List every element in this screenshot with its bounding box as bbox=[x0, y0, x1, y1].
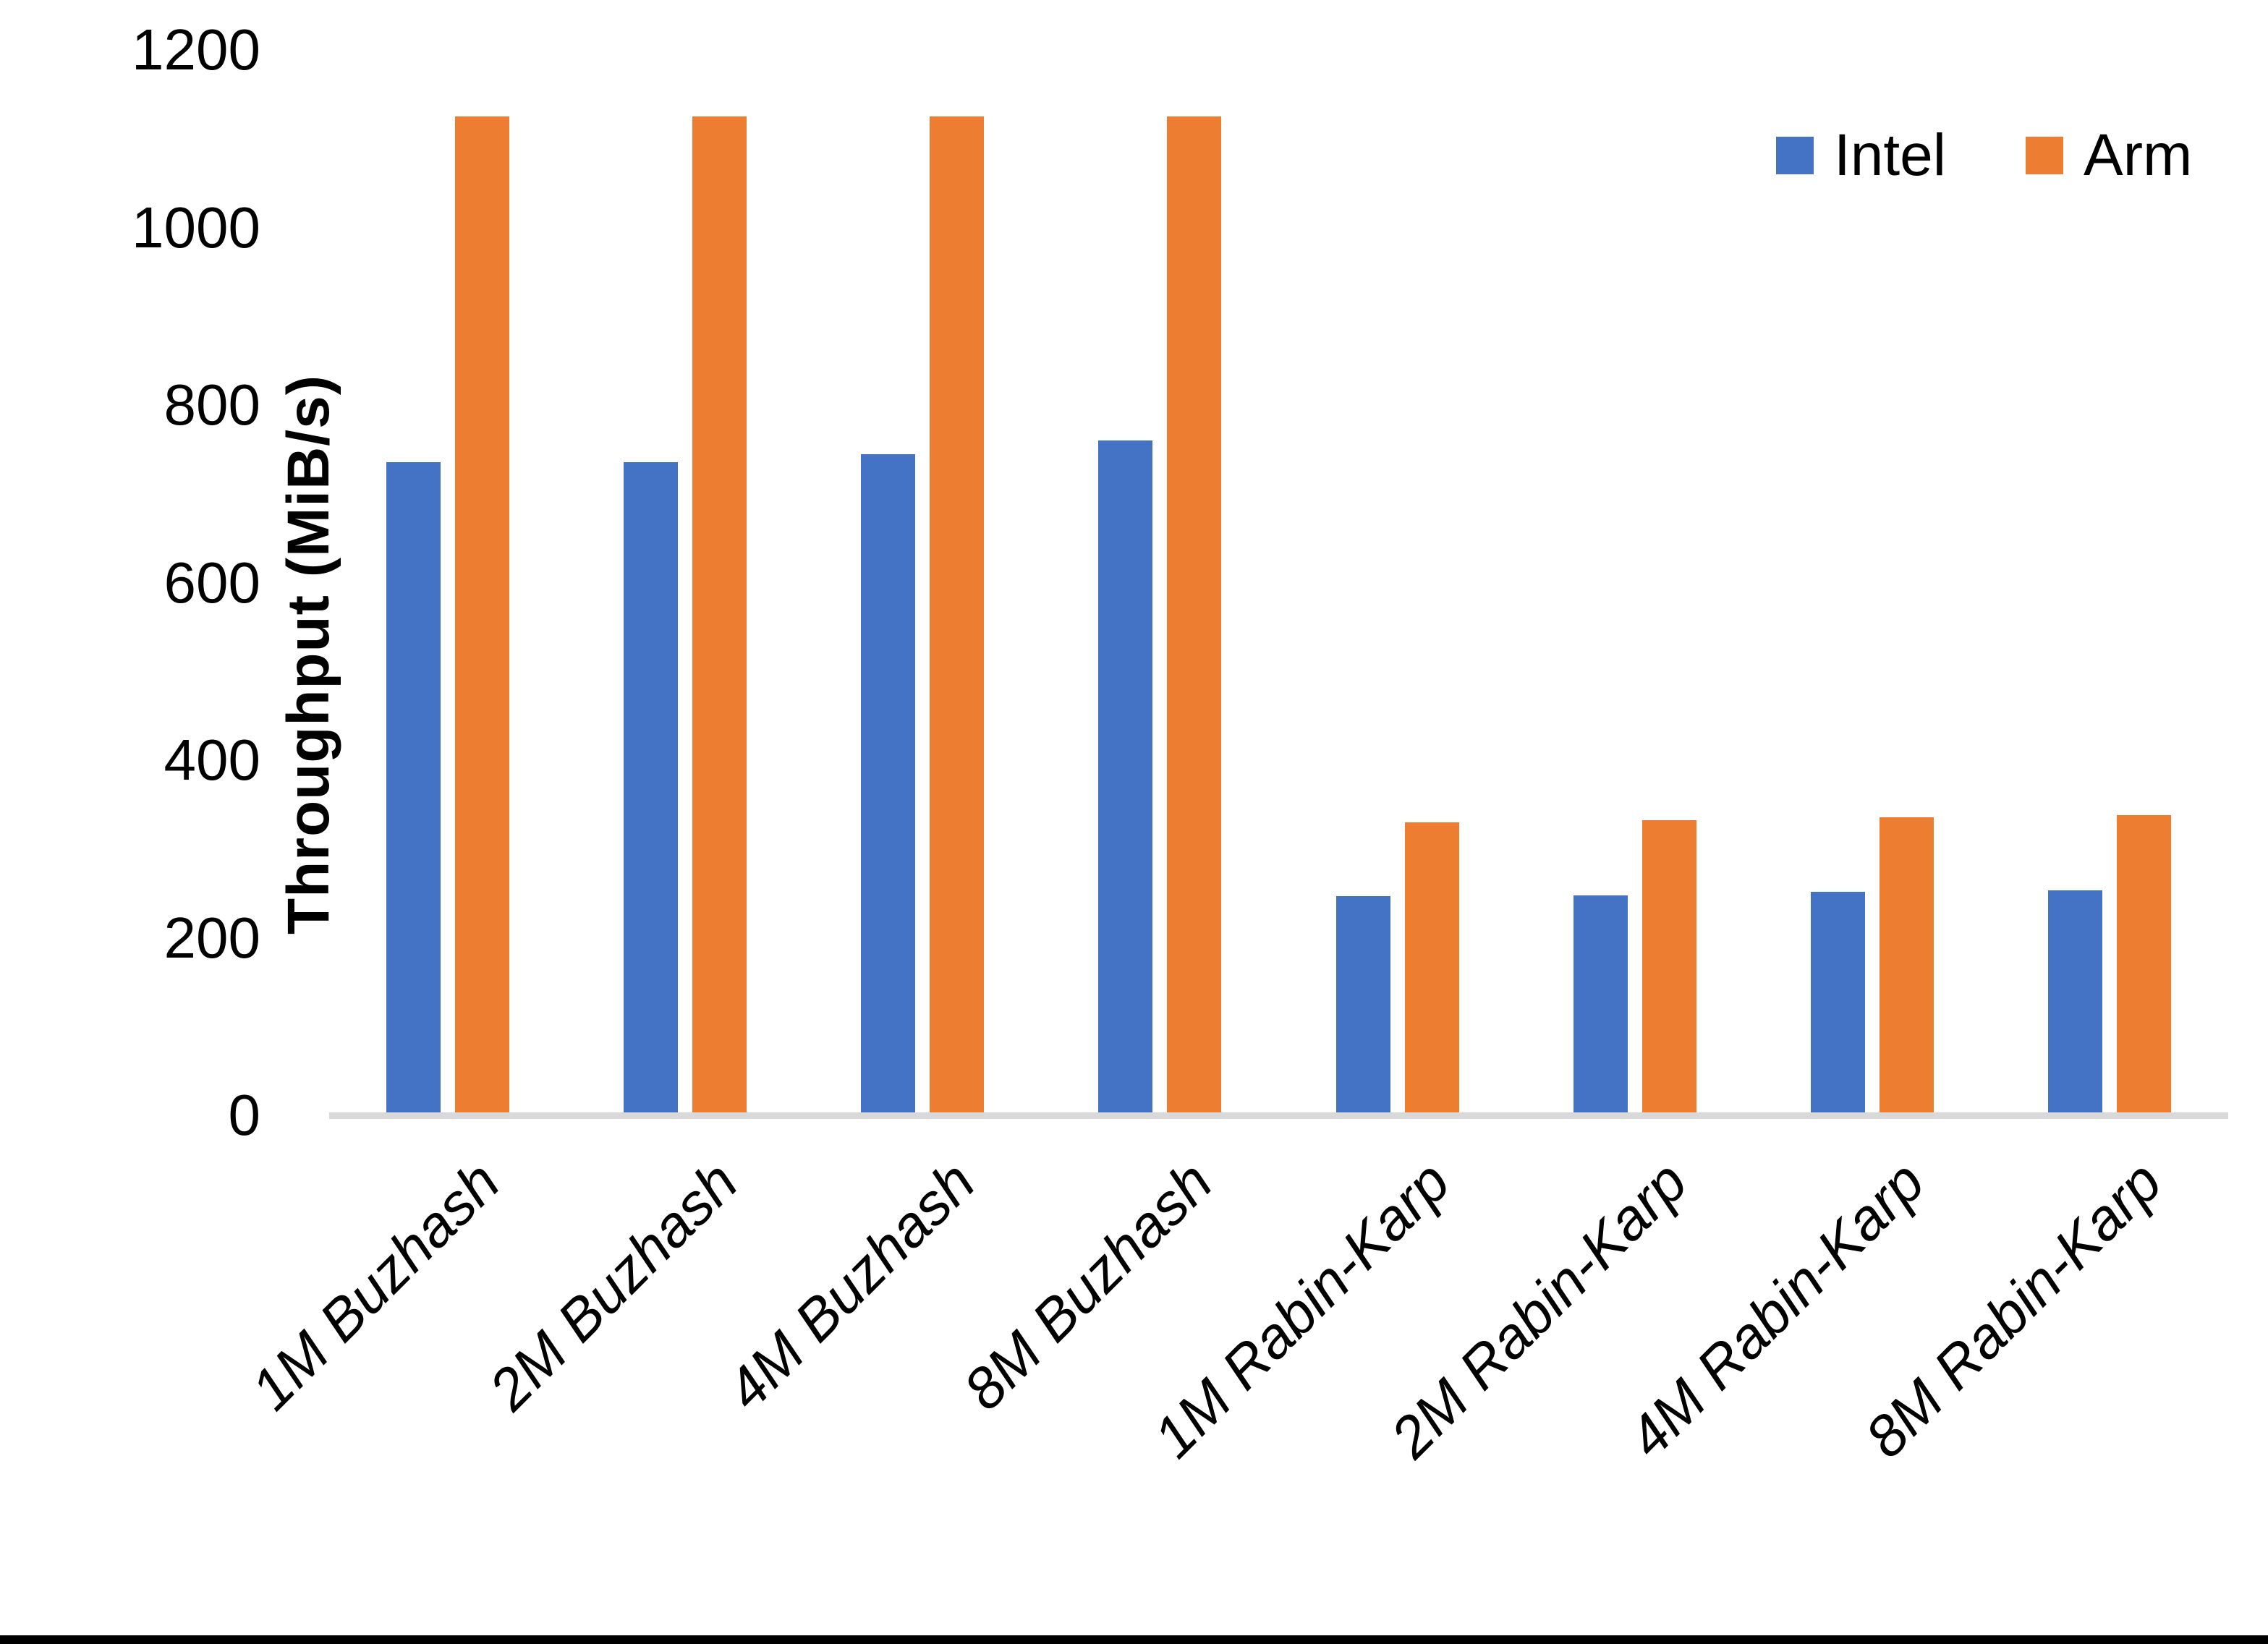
y-tick-label-400: 400 bbox=[163, 728, 260, 792]
x-axis-label-1m-buzhash: 1M Buzhash bbox=[239, 1149, 512, 1423]
bar-arm-8m-buzhash bbox=[1167, 116, 1222, 1115]
x-axis-label-2m-buzhash: 2M Buzhash bbox=[476, 1149, 749, 1423]
legend: Intel Arm bbox=[1776, 122, 2192, 189]
legend-label-intel: Intel bbox=[1834, 122, 1946, 188]
y-tick-label-200: 200 bbox=[163, 905, 260, 970]
bar-intel-8m-rabin-karp bbox=[2047, 890, 2102, 1115]
y-tick-label-800: 800 bbox=[163, 372, 260, 437]
bar-arm-4m-rabin-karp bbox=[1879, 817, 1934, 1115]
legend-swatch-arm-icon bbox=[2026, 137, 2063, 174]
y-tick-label-1000: 1000 bbox=[132, 195, 260, 260]
bar-arm-8m-rabin-karp bbox=[2116, 815, 2171, 1115]
bar-intel-4m-buzhash bbox=[861, 454, 916, 1115]
bar-arm-1m-buzhash bbox=[455, 116, 510, 1115]
x-axis-line bbox=[329, 1112, 2228, 1119]
legend-item-intel: Intel bbox=[1776, 122, 1946, 189]
x-axis-label-4m-buzhash: 4M Buzhash bbox=[713, 1149, 987, 1423]
legend-label-arm: Arm bbox=[2084, 122, 2193, 188]
bar-intel-2m-rabin-karp bbox=[1573, 895, 1628, 1115]
bar-arm-2m-buzhash bbox=[692, 116, 747, 1115]
y-tick-label-1200: 1200 bbox=[132, 17, 260, 82]
legend-swatch-intel-icon bbox=[1776, 137, 1814, 174]
bar-intel-8m-buzhash bbox=[1098, 440, 1153, 1115]
y-tick-label-0: 0 bbox=[228, 1083, 261, 1147]
bottom-border bbox=[0, 1635, 2268, 1644]
bar-arm-1m-rabin-karp bbox=[1404, 822, 1459, 1115]
bar-arm-4m-buzhash bbox=[930, 116, 985, 1115]
legend-item-arm: Arm bbox=[2026, 122, 2192, 189]
bar-intel-2m-buzhash bbox=[624, 462, 679, 1115]
bar-intel-1m-rabin-karp bbox=[1335, 896, 1390, 1115]
bar-intel-1m-buzhash bbox=[386, 462, 441, 1115]
plot-area bbox=[329, 50, 2228, 1115]
bar-intel-4m-rabin-karp bbox=[1810, 892, 1865, 1115]
y-tick-label-600: 600 bbox=[163, 550, 260, 615]
bar-arm-2m-rabin-karp bbox=[1641, 820, 1696, 1115]
